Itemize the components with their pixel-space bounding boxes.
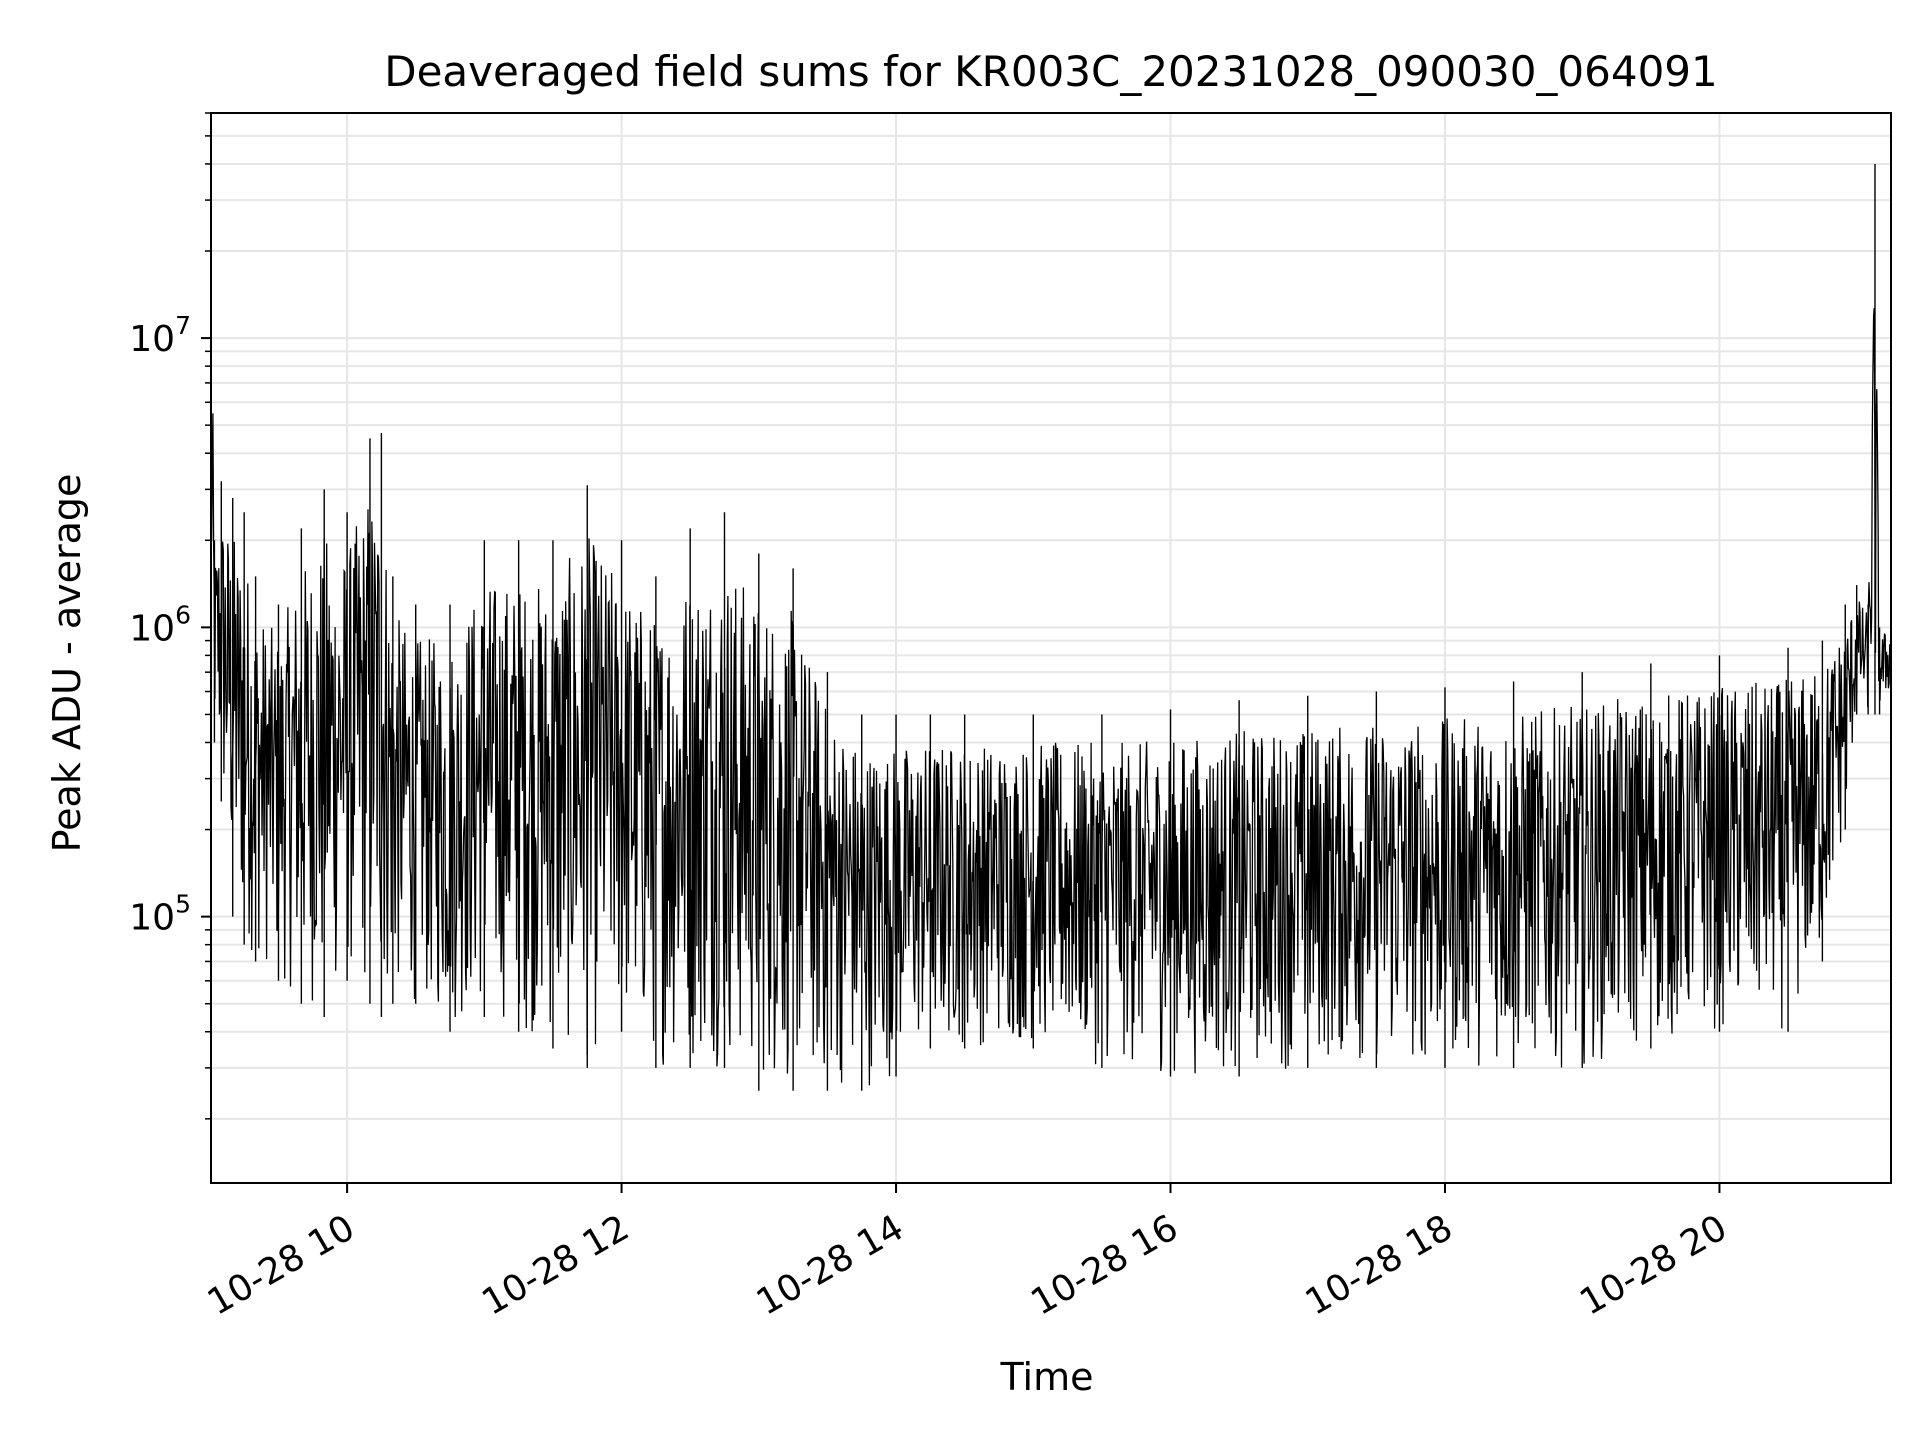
y-tick-label: 105	[129, 890, 191, 939]
y-tick-base: 10	[129, 898, 175, 939]
y-axis-label: Peak ADU - average	[45, 474, 89, 853]
chart-title: Deaveraged field sums for KR003C_2023102…	[384, 47, 1718, 96]
y-tick-exponent: 7	[175, 311, 191, 340]
x-axis-label: Time	[1000, 1355, 1094, 1399]
series-noise-trace	[210, 307, 1892, 1086]
y-tick-base: 10	[129, 319, 175, 360]
y-tick-exponent: 5	[175, 890, 191, 919]
data-series	[210, 163, 1892, 1091]
plot-frame	[210, 112, 1892, 1184]
y-tick-base: 10	[129, 608, 175, 649]
y-tick-exponent: 6	[175, 600, 191, 629]
y-tick-label: 107	[129, 311, 191, 360]
y-tick-label: 106	[129, 600, 191, 649]
